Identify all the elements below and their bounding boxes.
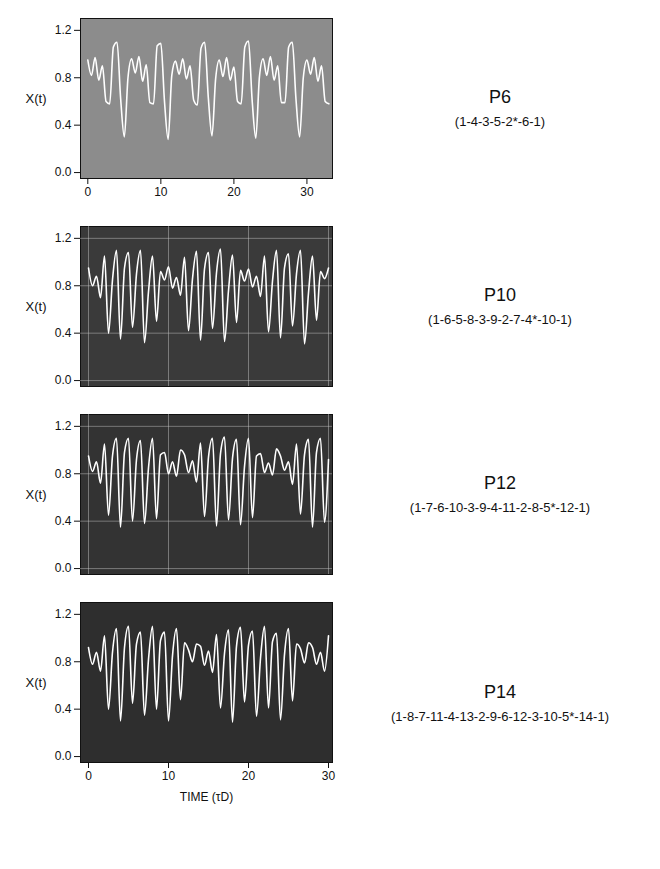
svg-text:0.4: 0.4 [55,326,72,340]
svg-text:1.2: 1.2 [55,419,72,433]
svg-text:0.4: 0.4 [55,514,72,528]
svg-text:TIME (τD): TIME (τD) [180,790,233,804]
svg-text:X(t): X(t) [26,487,47,502]
svg-text:X(t): X(t) [26,91,47,106]
svg-text:1.2: 1.2 [55,607,72,621]
html-text:P6: P6 [489,87,511,107]
svg-text:1.2: 1.2 [55,231,72,245]
svg-text:0.8: 0.8 [55,71,72,85]
svg-text:X(t): X(t) [26,299,47,314]
svg-text:10: 10 [154,185,168,199]
svg-text:0.4: 0.4 [55,118,72,132]
html-text:(1-4-3-5-2*-6-1): (1-4-3-5-2*-6-1) [454,114,546,129]
html-text:(1-7-6-10-3-9-4-11-2-8-5*-12-1: (1-7-6-10-3-9-4-11-2-8-5*-12-1) [409,500,591,515]
svg-text:X(t): X(t) [26,675,47,690]
html-text:P14: P14 [484,682,516,702]
svg-text:20: 20 [227,185,241,199]
svg-text:30: 30 [322,769,336,783]
html-text:P10: P10 [484,285,516,305]
svg-text:10: 10 [162,769,176,783]
svg-text:0: 0 [84,185,91,199]
svg-text:0.0: 0.0 [55,561,72,575]
svg-text:0.8: 0.8 [55,655,72,669]
html-text:(1-6-5-8-3-9-2-7-4*-10-1): (1-6-5-8-3-9-2-7-4*-10-1) [428,312,572,327]
svg-text:0.0: 0.0 [55,749,72,763]
svg-text:20: 20 [242,769,256,783]
svg-text:0: 0 [85,769,92,783]
html-text:(1-8-7-11-4-13-2-9-6-12-3-10-5: (1-8-7-11-4-13-2-9-6-12-3-10-5*-14-1) [391,709,609,724]
svg-text:0.4: 0.4 [55,702,72,716]
svg-text:1.2: 1.2 [55,23,72,37]
svg-text:0.8: 0.8 [55,467,72,481]
html-text:P12: P12 [484,473,516,493]
svg-text:30: 30 [300,185,314,199]
svg-text:0.8: 0.8 [55,279,72,293]
svg-text:0.0: 0.0 [55,373,72,387]
svg-text:0.0: 0.0 [55,165,72,179]
